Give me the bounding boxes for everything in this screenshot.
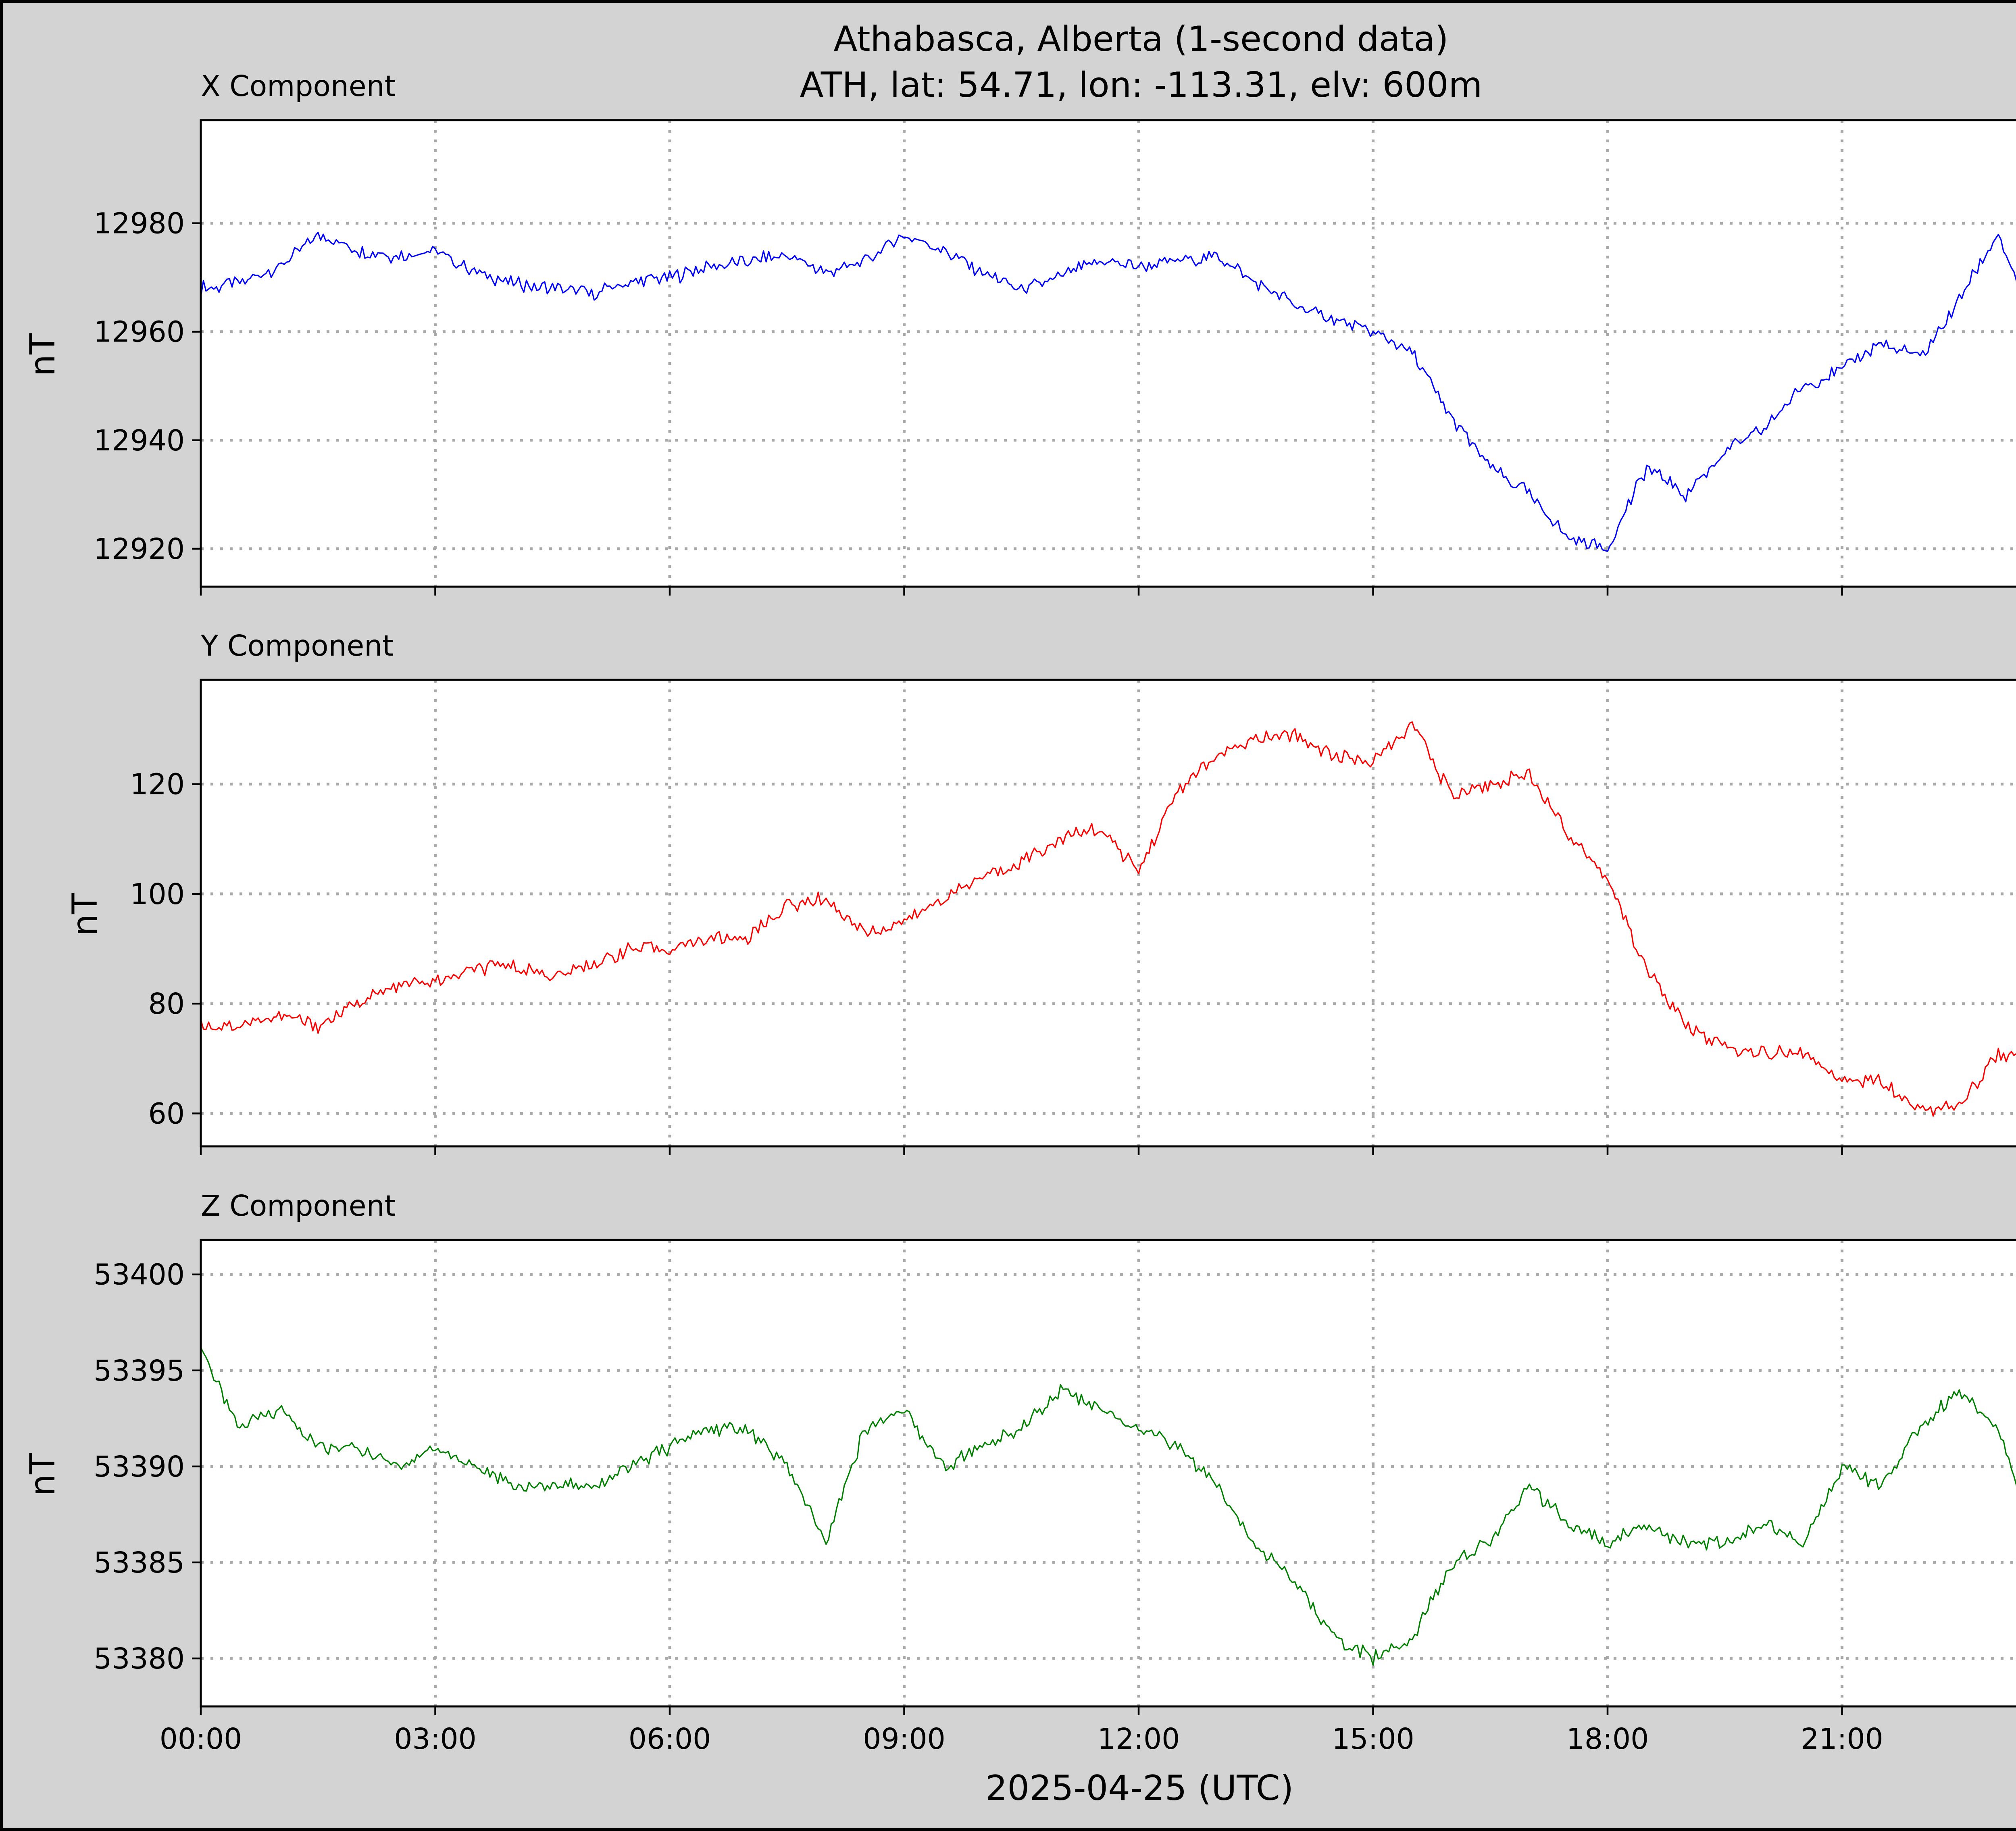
x-component-title: X Component <box>201 69 396 103</box>
y-component-title: Y Component <box>200 629 394 662</box>
z-component-ytick-label: 53400 <box>94 1258 185 1291</box>
z-component-title: Z Component <box>201 1189 396 1223</box>
x-component-series-line <box>200 231 2016 552</box>
y-component-panel: Y Component nT 60 80 100 120 <box>65 629 2016 1155</box>
x-component-plot-area <box>201 120 2016 587</box>
figure-subtitle: ATH, lat: 54.71, lon: -113.31, elv: 600m <box>800 65 1483 105</box>
z-component-ytick-label: 53395 <box>94 1354 185 1387</box>
z-component-ytick-label: 53390 <box>94 1450 185 1483</box>
z-component-ytick-label: 53385 <box>94 1546 185 1579</box>
xtick-label: 06:00 <box>629 1722 711 1756</box>
z-component-plot: 53380 53385 53390 53395 53400 00:00 03:00 06:00… <box>94 1239 2016 1756</box>
x-component-ylabel: nT <box>23 333 63 377</box>
xtick-label: 00:00 <box>160 1722 242 1756</box>
xtick-label: 18:00 <box>1566 1722 1649 1756</box>
y-component-ytick-label: 120 <box>130 768 185 801</box>
y-component-series-line <box>200 721 2016 1117</box>
x-component-plot-frame <box>200 119 2016 588</box>
xtick-label: 12:00 <box>1098 1722 1180 1756</box>
y-component-plot-frame <box>200 679 2016 1148</box>
x-component-panel: X Component nT 12920 12940 12960 12980 <box>23 69 2016 596</box>
z-component-ylabel: nT <box>23 1453 63 1496</box>
z-component-panel: Z Component nT 53380 53385 53390 53395 53400… <box>23 1189 2016 1756</box>
x-component-plot: 12920 12940 12960 12980 <box>94 119 2016 596</box>
x-component-ytick-label: 12920 <box>94 532 185 566</box>
xtick-label: 15:00 <box>1332 1722 1414 1756</box>
figure-title: Athabasca, Alberta (1-second data) <box>834 19 1449 59</box>
z-component-ytick-label: 53380 <box>94 1642 185 1675</box>
xtick-label: 09:00 <box>863 1722 946 1756</box>
y-component-ytick-label: 60 <box>148 1097 185 1130</box>
z-component-plot-area <box>201 1240 2016 1706</box>
x-component-ytick-label: 12940 <box>94 424 185 457</box>
y-component-ytick-label: 100 <box>130 877 185 911</box>
x-component-ytick-label: 12960 <box>94 315 185 349</box>
z-component-plot-frame <box>200 1239 2016 1708</box>
y-component-plot: 60 80 100 120 <box>130 679 2016 1155</box>
xtick-label: 03:00 <box>394 1722 477 1756</box>
y-component-ytick-label: 80 <box>148 987 185 1021</box>
x-component-ytick-label: 12980 <box>94 207 185 240</box>
x-axis-label: 2025-04-25 (UTC) <box>985 1768 1294 1808</box>
xtick-label: 21:00 <box>1801 1722 1883 1756</box>
y-component-ylabel: nT <box>65 893 105 936</box>
y-component-plot-area <box>201 680 2016 1146</box>
z-component-series-line <box>200 1347 2016 1666</box>
